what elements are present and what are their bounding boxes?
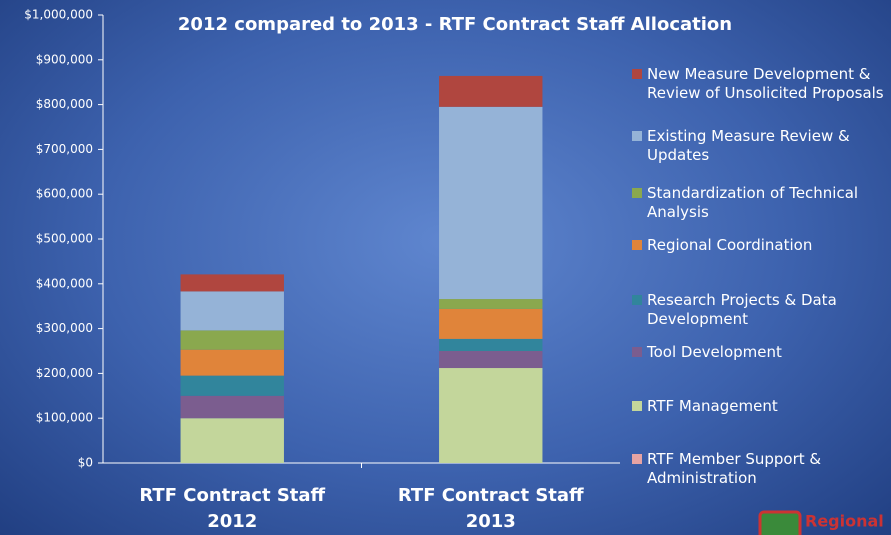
legend-swatch bbox=[632, 347, 642, 357]
y-tick-label: $100,000 bbox=[36, 411, 93, 425]
bar-segment bbox=[180, 349, 284, 376]
legend-label: Regional Coordination bbox=[647, 236, 813, 254]
y-tick-label: $900,000 bbox=[36, 52, 93, 66]
x-tick-label: RTF Contract Staff 2013 bbox=[397, 485, 584, 532]
bar-segment bbox=[180, 274, 284, 292]
legend-label: Tool Development bbox=[647, 343, 782, 361]
legend-item: Research Projects & Data Development bbox=[632, 291, 890, 329]
legend-label: Existing Measure Review & Updates bbox=[647, 127, 850, 164]
bar-segment bbox=[439, 308, 543, 339]
legend-item: Regional Coordination bbox=[632, 236, 890, 255]
legend-label: RTF Management bbox=[647, 397, 778, 415]
legend-item: New Measure Development & Review of Unso… bbox=[632, 65, 890, 103]
legend-label: RTF Member Support & Administration bbox=[647, 450, 822, 487]
bar-segment bbox=[180, 330, 284, 350]
legend-swatch bbox=[632, 295, 642, 305]
legend-label: Research Projects & Data Development bbox=[647, 291, 837, 328]
y-tick-label: $300,000 bbox=[36, 321, 93, 335]
legend-label: Standardization of Technical Analysis bbox=[647, 184, 859, 221]
bar-segment bbox=[180, 375, 284, 396]
y-tick-label: $0 bbox=[78, 456, 93, 470]
bar-segment bbox=[439, 106, 543, 300]
legend-swatch bbox=[632, 240, 642, 250]
bar-segment bbox=[439, 75, 543, 107]
bar-segment bbox=[439, 299, 543, 309]
logo-text: Regional bbox=[805, 512, 884, 531]
y-tick-label: $1,000,000 bbox=[24, 8, 93, 22]
legend-swatch bbox=[632, 69, 642, 79]
y-tick-label: $400,000 bbox=[36, 276, 93, 290]
y-tick-label: $800,000 bbox=[36, 97, 93, 111]
legend-item: Tool Development bbox=[632, 343, 890, 362]
y-tick-label: $700,000 bbox=[36, 142, 93, 156]
y-tick-label: $600,000 bbox=[36, 187, 93, 201]
legend-label: New Measure Development & Review of Unso… bbox=[647, 65, 884, 102]
bar-segment bbox=[439, 338, 543, 351]
legend-swatch bbox=[632, 401, 642, 411]
bar-segment bbox=[439, 368, 543, 463]
bar-segment bbox=[180, 418, 284, 463]
bar-segment bbox=[439, 351, 543, 369]
legend-swatch bbox=[632, 188, 642, 198]
x-tick-label: RTF Contract Staff 2012 bbox=[139, 485, 326, 532]
y-tick-label: $200,000 bbox=[36, 366, 93, 380]
legend-item: RTF Management bbox=[632, 397, 890, 416]
legend-item: Existing Measure Review & Updates bbox=[632, 127, 890, 165]
bar-segment bbox=[180, 291, 284, 331]
chart-title: 2012 compared to 2013 - RTF Contract Sta… bbox=[178, 14, 732, 35]
legend-swatch bbox=[632, 454, 642, 464]
legend-item: RTF Member Support & Administration bbox=[632, 450, 890, 488]
y-tick-label: $500,000 bbox=[36, 232, 93, 246]
logo: Regional bbox=[758, 510, 884, 535]
bar-segment bbox=[180, 395, 284, 419]
legend-item: Standardization of Technical Analysis bbox=[632, 184, 890, 222]
legend-swatch bbox=[632, 131, 642, 141]
